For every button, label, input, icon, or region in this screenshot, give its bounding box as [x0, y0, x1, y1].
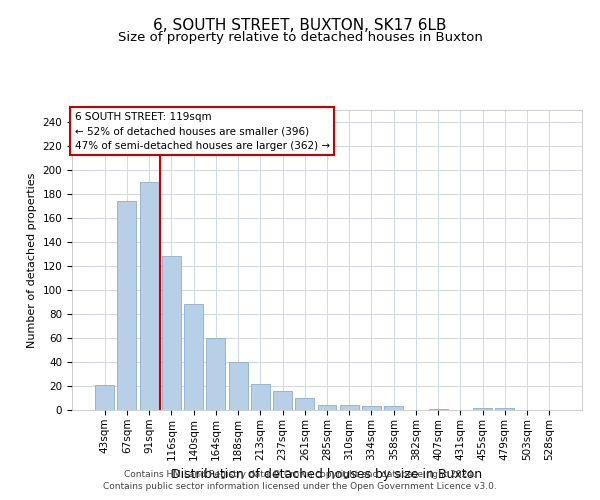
Text: Size of property relative to detached houses in Buxton: Size of property relative to detached ho…	[118, 31, 482, 44]
Bar	[206, 338, 225, 410]
Bar	[273, 391, 292, 410]
Text: 6 SOUTH STREET: 119sqm
← 52% of detached houses are smaller (396)
47% of semi-de: 6 SOUTH STREET: 119sqm ← 52% of detached…	[74, 112, 329, 151]
Text: Contains HM Land Registry data © Crown copyright and database right 2024.: Contains HM Land Registry data © Crown c…	[124, 470, 476, 479]
Bar	[251, 384, 270, 410]
Bar	[184, 304, 203, 410]
Text: 6, SOUTH STREET, BUXTON, SK17 6LB: 6, SOUTH STREET, BUXTON, SK17 6LB	[153, 18, 447, 32]
X-axis label: Distribution of detached houses by size in Buxton: Distribution of detached houses by size …	[172, 468, 482, 481]
Bar	[384, 406, 403, 410]
Bar	[317, 405, 337, 410]
Bar	[496, 408, 514, 410]
Bar	[473, 408, 492, 410]
Bar	[362, 406, 381, 410]
Text: Contains public sector information licensed under the Open Government Licence v3: Contains public sector information licen…	[103, 482, 497, 491]
Bar	[295, 398, 314, 410]
Bar	[229, 362, 248, 410]
Y-axis label: Number of detached properties: Number of detached properties	[27, 172, 37, 348]
Bar	[95, 385, 114, 410]
Bar	[140, 182, 158, 410]
Bar	[429, 409, 448, 410]
Bar	[162, 256, 181, 410]
Bar	[340, 405, 359, 410]
Bar	[118, 201, 136, 410]
